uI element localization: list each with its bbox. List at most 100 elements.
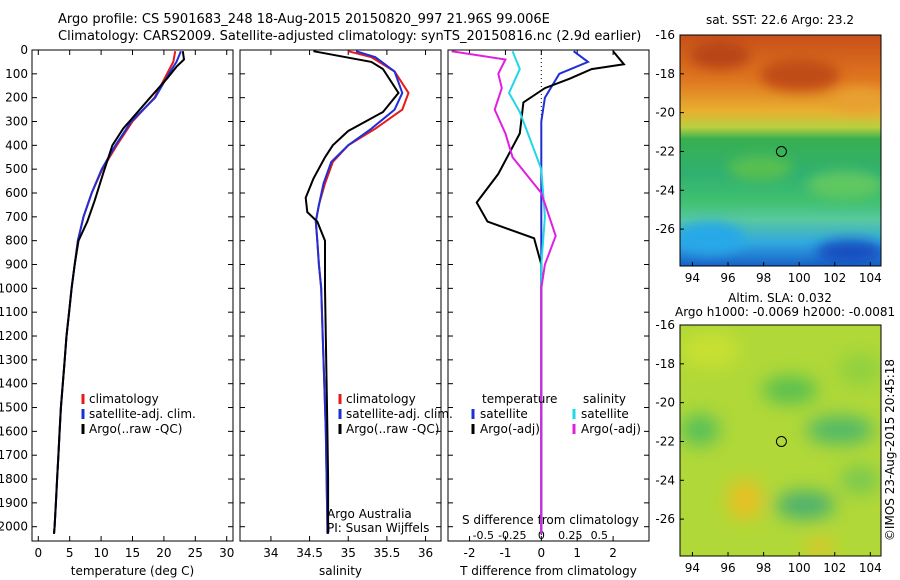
salinity-legend-label: satellite-adj. clim.	[346, 407, 453, 421]
sla-map-subtitle: Argo h1000: -0.0069 h2000: -0.0081	[675, 305, 895, 319]
temperature-xtick-label: 5	[66, 546, 74, 560]
sdiff-label: S difference from climatology	[462, 513, 639, 527]
sla-map-xtick-label: 102	[823, 561, 846, 575]
sst-map-ytick-label: -16	[655, 28, 675, 42]
difference-xtick-label: 0	[538, 546, 546, 560]
temperature-xlabel: temperature (deg C)	[71, 564, 194, 578]
sla-map-ytick-label: -20	[655, 396, 675, 410]
temperature-legend-label: climatology	[89, 392, 159, 406]
sst-map-xtick-label: 98	[756, 271, 771, 285]
sla-map-ytick-label: -18	[655, 357, 675, 371]
sdiff-tick-label: 0	[538, 529, 545, 542]
temperature-xtick-label: 30	[219, 546, 234, 560]
temperature-frame	[31, 49, 234, 542]
temperature-series-argo---raw--qc-	[53, 51, 186, 534]
salinity-xtick-label: 34	[263, 546, 278, 560]
sst-argo-marker	[775, 146, 787, 157]
temperature-xtick-label: 10	[93, 546, 108, 560]
sst-map-title: sat. SST: 22.6 Argo: 23.2	[706, 13, 854, 27]
depth-tick-label: 100	[5, 67, 28, 81]
sla-map-ytick-label: -22	[655, 434, 675, 448]
difference-xlabel: T difference from climatology	[459, 564, 637, 578]
salinity-xlabel: salinity	[319, 564, 362, 578]
sla-argo-marker	[775, 436, 787, 447]
legend-t-argo: Argo(-adj)	[480, 422, 540, 436]
sla-map-xtick-label: 94	[685, 561, 700, 575]
sst-map	[679, 34, 882, 267]
sla-map	[679, 324, 882, 557]
salinity-series-satellite-adj--clim-	[314, 50, 404, 534]
temperature-legend-label: Argo(..raw -QC)	[89, 422, 182, 436]
annotation-pi: PI: Susan Wijffels	[327, 521, 429, 535]
difference-series-salinity-argo--adj-	[451, 50, 557, 534]
temperature-xtick-label: 25	[188, 546, 203, 560]
sla-map-ytick-label: -24	[655, 473, 675, 487]
salinity-series-argo---raw--qc-	[304, 50, 400, 534]
sla-map-xtick-label: 98	[756, 561, 771, 575]
depth-tick-label: 1100	[0, 305, 28, 319]
depth-tick-label: 1600	[0, 424, 28, 438]
difference-xtick-label: -2	[464, 546, 476, 560]
depth-tick-label: 1400	[0, 377, 28, 391]
depth-tick-label: 300	[5, 115, 28, 129]
sdiff-tick-label: -0.5	[473, 529, 494, 542]
difference-xtick-label: -1	[499, 546, 511, 560]
sla-map-xtick-label: 96	[720, 561, 735, 575]
depth-tick-label: 900	[5, 258, 28, 272]
sst-map-ytick-label: -20	[655, 106, 675, 120]
difference-frame	[447, 49, 650, 542]
salinity-xtick-label: 35.5	[374, 546, 401, 560]
temperature-legend-label: satellite-adj. clim.	[89, 407, 196, 421]
sst-map-xtick-label: 100	[788, 271, 811, 285]
temperature-xtick-label: 15	[125, 546, 140, 560]
sla-map-xtick-label: 100	[788, 561, 811, 575]
depth-tick-label: 600	[5, 186, 28, 200]
difference-xtick-label: 1	[573, 546, 581, 560]
sdiff-tick-label: -0.25	[498, 529, 526, 542]
depth-tick-label: 500	[5, 162, 28, 176]
sst-map-ytick-label: -24	[655, 183, 675, 197]
sdiff-tick-label: 0.25	[558, 529, 583, 542]
sst-map-ytick-label: -26	[655, 222, 675, 236]
difference-xtick-label: 2	[609, 546, 617, 560]
legend-temperature-title: temperature	[482, 392, 557, 406]
legend-salinity-title: salinity	[583, 392, 626, 406]
depth-tick-label: 800	[5, 234, 28, 248]
depth-tick-label: 200	[5, 91, 28, 105]
temperature-xtick-label: 0	[34, 546, 42, 560]
sla-map-xtick-label: 104	[859, 561, 882, 575]
salinity-legend-label: climatology	[346, 392, 416, 406]
annotation-argo-australia: Argo Australia	[327, 507, 412, 521]
salinity-frame	[239, 49, 442, 542]
depth-tick-label: 1800	[0, 472, 28, 486]
title-line2: Climatology: CARS2009. Satellite-adjuste…	[58, 29, 642, 44]
title-line1: Argo profile: CS 5901683_248 18-Aug-2015…	[58, 12, 550, 27]
depth-tick-label: 700	[5, 210, 28, 224]
footer-credit: ©IMOS 23-Aug-2015 20:45:18	[883, 359, 897, 541]
depth-tick-label: 400	[5, 138, 28, 152]
legend-t-satellite: satellite	[480, 407, 528, 421]
depth-tick-label: 1200	[0, 329, 28, 343]
sdiff-tick-label: 0.5	[591, 529, 609, 542]
depth-tick-label: 0	[20, 43, 28, 57]
salinity-xtick-label: 35	[341, 546, 356, 560]
sst-map-ytick-label: -18	[655, 67, 675, 81]
salinity-xtick-label: 36	[418, 546, 433, 560]
depth-tick-label: 1300	[0, 353, 28, 367]
sst-map-xtick-label: 104	[859, 271, 882, 285]
sst-map-ytick-label: -22	[655, 144, 675, 158]
depth-tick-label: 1000	[0, 281, 28, 295]
depth-tick-label: 2000	[0, 520, 28, 534]
depth-tick-label: 1900	[0, 496, 28, 510]
legend-s-satellite: satellite	[581, 407, 629, 421]
sst-map-xtick-label: 96	[720, 271, 735, 285]
depth-tick-label: 1700	[0, 448, 28, 462]
temperature-xtick-label: 20	[156, 546, 171, 560]
salinity-legend-label: Argo(..raw -QC)	[346, 422, 439, 436]
sla-map-ytick-label: -26	[655, 512, 675, 526]
sla-map-title: Altim. SLA: 0.032	[728, 291, 832, 305]
sla-map-ytick-label: -16	[655, 318, 675, 332]
sst-map-xtick-label: 102	[823, 271, 846, 285]
legend-s-argo: Argo(-adj)	[581, 422, 641, 436]
